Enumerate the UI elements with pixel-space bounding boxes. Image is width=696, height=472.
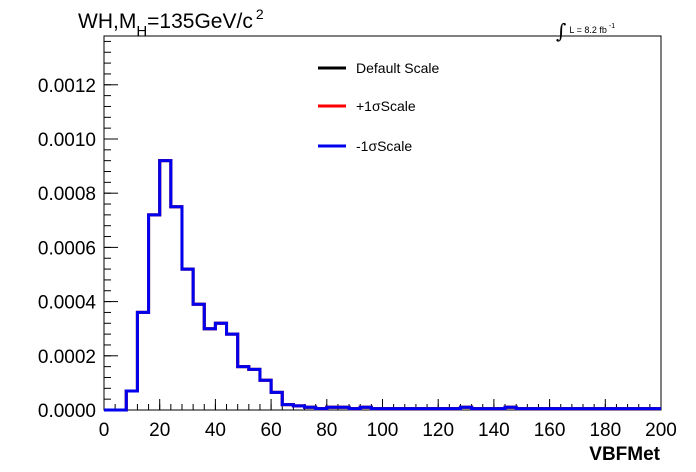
x-tick-label: 0 xyxy=(99,420,110,441)
x-tick-label: 100 xyxy=(367,420,399,441)
chart-title: WH,MH=135GeV/c 2 xyxy=(78,6,264,40)
x-axis-label: VBFMet xyxy=(589,444,660,465)
x-tick-label: 160 xyxy=(534,420,566,441)
y-tick-label: 0.0012 xyxy=(38,76,96,97)
y-tick-label: 0.0002 xyxy=(38,347,96,368)
legend-label: -1σScale xyxy=(356,138,412,154)
x-tick-label: 180 xyxy=(589,420,621,441)
plot-frame xyxy=(103,35,662,411)
title-prefix: WH,M xyxy=(78,10,137,33)
legend-label: +1σScale xyxy=(356,98,416,114)
x-axis: 0 20 40 60 80 100 120 140 160 180 200 xyxy=(99,399,677,441)
series-line-1 xyxy=(104,159,661,412)
y-tick-label: 0.0000 xyxy=(38,401,96,422)
legend-label: Default Scale xyxy=(356,60,439,76)
title-subscript: H xyxy=(136,23,148,40)
series-layer xyxy=(104,159,661,412)
integral-icon: ∫ xyxy=(556,19,567,43)
x-tick-label: 60 xyxy=(261,420,282,441)
legend: Default Scale +1σScale -1σScale xyxy=(318,60,439,154)
x-tick-label: 40 xyxy=(205,420,226,441)
x-tick-label: 20 xyxy=(149,420,170,441)
y-tick-label: 0.0004 xyxy=(38,293,97,314)
y-tick-label: 0.0008 xyxy=(38,184,96,205)
y-tick-label: 0.0006 xyxy=(38,238,96,259)
y-axis: 0.0000 0.0002 0.0004 0.0006 0.0008 0.0010 0.00… xyxy=(38,40,118,422)
luminosity-label: ∫ L = 8.2 fb -1 xyxy=(556,14,616,43)
title-suffix: =135GeV/c xyxy=(147,10,253,33)
x-tick-label: 200 xyxy=(645,420,677,441)
lumi-text: L = 8.2 fb xyxy=(569,25,607,35)
series-line-2 xyxy=(104,159,661,412)
y-tick-label: 0.0010 xyxy=(38,130,96,151)
title-superscript: 2 xyxy=(255,6,264,22)
x-tick-label: 80 xyxy=(316,420,337,441)
series-line-3 xyxy=(104,159,661,412)
x-tick-label: 120 xyxy=(422,420,454,441)
x-tick-label: 140 xyxy=(478,420,510,441)
lumi-superscript: -1 xyxy=(608,23,616,30)
